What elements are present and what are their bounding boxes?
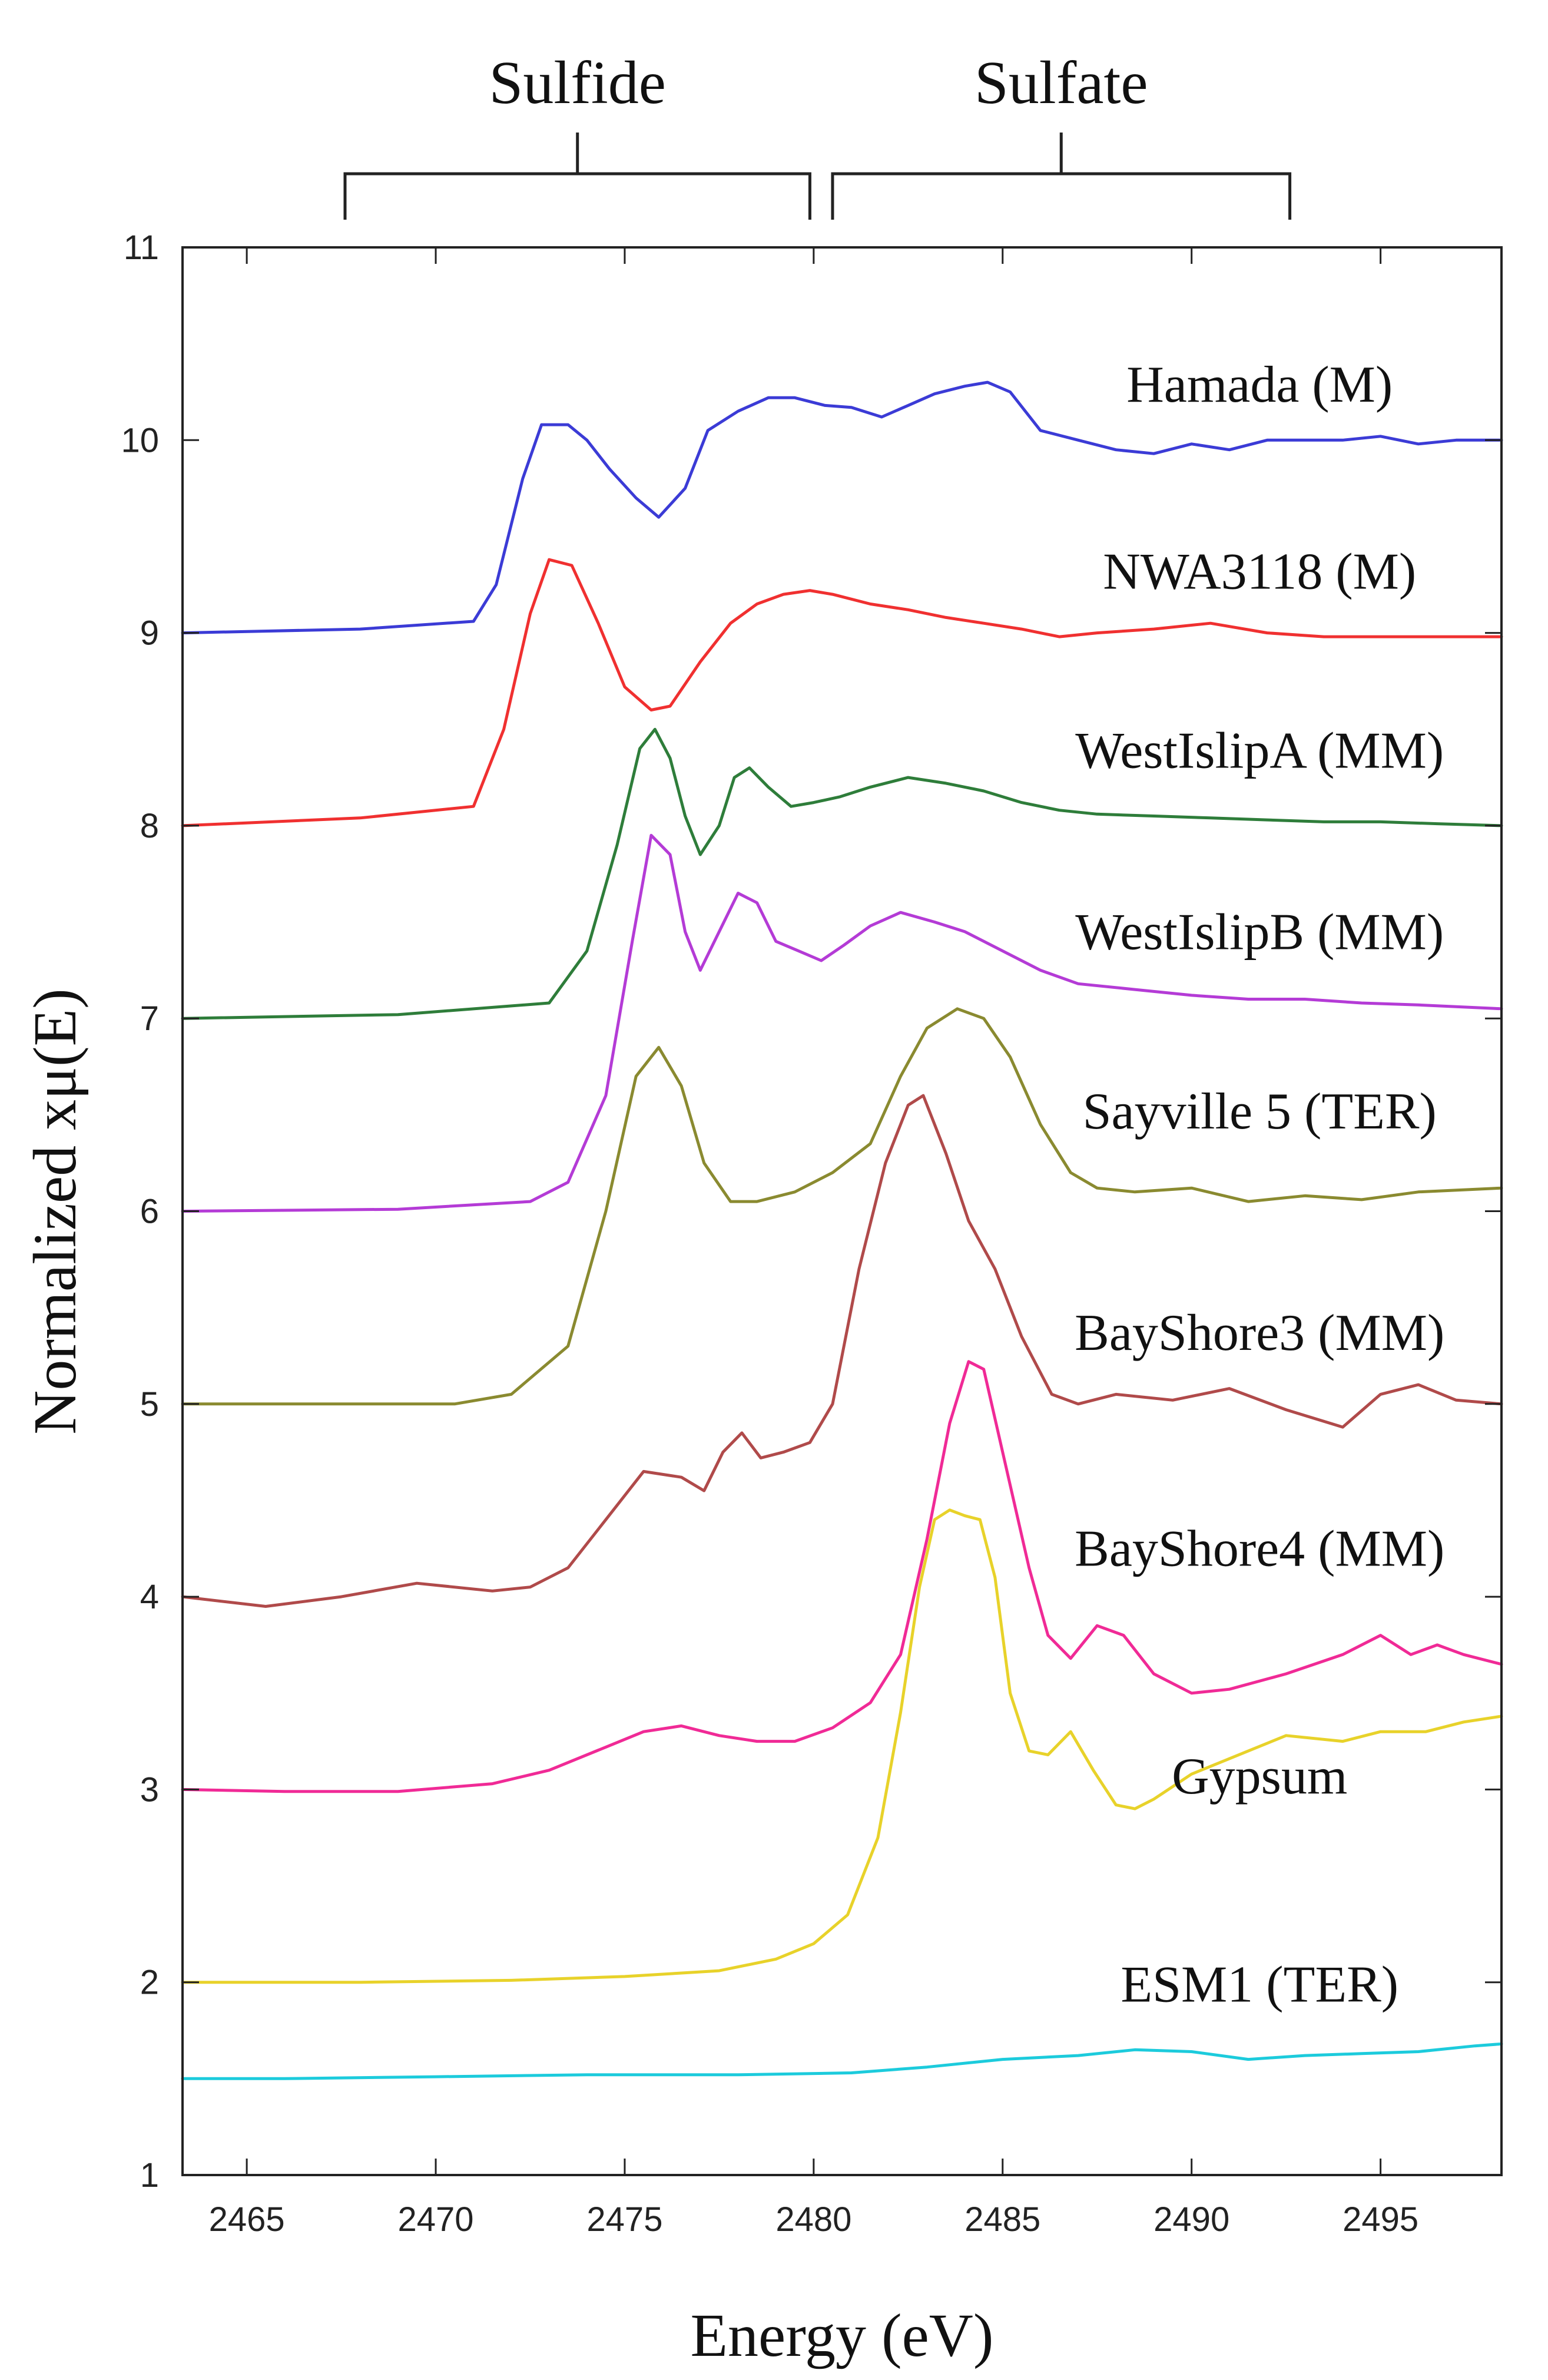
x-tick-label: 2480 <box>775 2200 851 2239</box>
axes-layer: 2465 2470 2475 2480 2485 2490 2495 1 2 3 4 5 6 7 8 9 10 1… <box>121 229 1501 2239</box>
series-label: ESM1 (TER) <box>1121 1956 1398 2013</box>
series-label: BayShore4 (MM) <box>1075 1521 1444 1578</box>
series-label: BayShore3 (MM) <box>1075 1305 1444 1362</box>
bracket-label: Sulfide <box>489 49 666 117</box>
series-label: Hamada (M) <box>1126 356 1393 413</box>
series-label: WestIslipA (MM) <box>1075 723 1444 780</box>
series-label: NWA3118 (M) <box>1103 543 1416 600</box>
x-tick-label: 2465 <box>209 2200 285 2239</box>
bracket <box>831 133 1292 220</box>
x-tick-label: 2495 <box>1343 2200 1418 2239</box>
y-tick-label: 5 <box>140 1385 159 1424</box>
series-line <box>181 558 1503 827</box>
y-tick-label: 7 <box>140 999 159 1038</box>
labels-layer: Hamada (M) NWA3118 (M) WestIslipA (MM) West… <box>1075 356 1444 2014</box>
x-tick-label: 2490 <box>1153 2200 1229 2239</box>
x-tick-label: 2485 <box>964 2200 1040 2239</box>
series-line <box>181 833 1503 1213</box>
y-tick-label: 8 <box>140 807 159 845</box>
series-line <box>181 380 1503 635</box>
x-tick-label: 2470 <box>398 2200 474 2239</box>
series-line <box>181 727 1503 1020</box>
x-tick-label: 2475 <box>586 2200 662 2239</box>
y-axis-label: Normalized xμ(E) <box>21 988 89 1434</box>
y-tick-label: 3 <box>140 1770 159 1809</box>
brackets-layer: Sulfide Sulfate <box>343 49 1292 220</box>
series-line <box>181 1508 1503 1984</box>
series-line <box>181 2042 1503 2080</box>
series-label: WestIslipB (MM) <box>1075 903 1444 961</box>
series-line <box>181 1094 1503 1608</box>
y-tick-label: 4 <box>140 1578 159 1616</box>
series-label: Sayville 5 (TER) <box>1083 1083 1437 1140</box>
y-tick-label: 6 <box>140 1193 159 1231</box>
bracket-label: Sulfate <box>974 49 1148 117</box>
y-tick-label: 10 <box>121 421 159 459</box>
series-label: Gypsum <box>1172 1748 1347 1805</box>
y-tick-label: 11 <box>124 229 159 267</box>
series-line <box>181 1360 1503 1793</box>
series-line <box>181 1007 1503 1406</box>
series-layer <box>181 380 1503 2080</box>
bracket <box>343 133 811 220</box>
y-tick-label: 1 <box>140 2156 159 2194</box>
y-tick-label: 9 <box>140 614 159 653</box>
x-axis-label: Energy (eV) <box>691 2302 994 2369</box>
plot-frame <box>181 246 1503 2176</box>
y-tick-label: 2 <box>140 1964 159 2002</box>
